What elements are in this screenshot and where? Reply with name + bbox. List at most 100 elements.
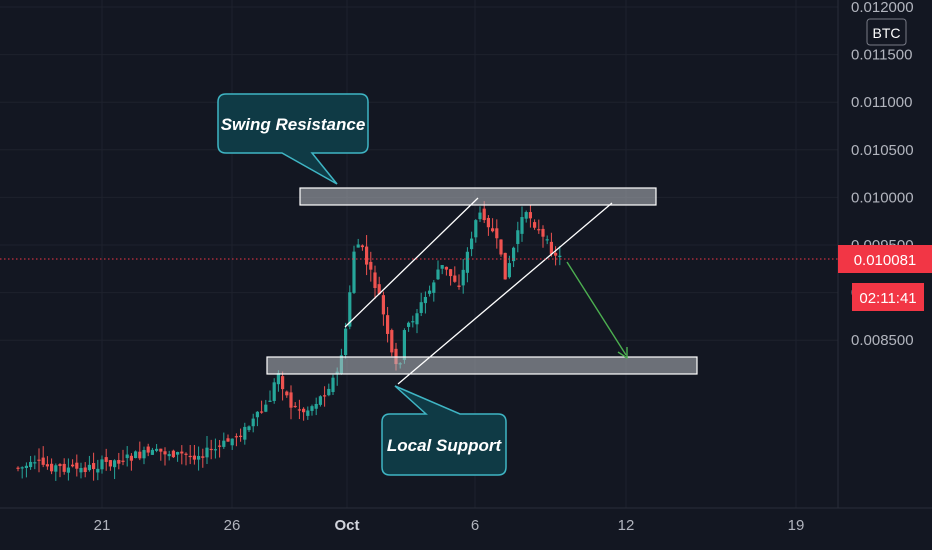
price-tick-label: 0.010500: [851, 142, 914, 159]
candle-body: [96, 468, 100, 473]
candle-body: [365, 246, 369, 265]
projection-arrow[interactable]: [566, 261, 627, 356]
candle-body: [150, 449, 154, 455]
time-tick-label: 26: [224, 517, 241, 534]
candle-body: [402, 330, 406, 360]
candle-body: [180, 451, 184, 454]
candle-body: [499, 239, 503, 255]
candle-body: [146, 446, 150, 453]
candle-body: [121, 460, 125, 462]
candle-body: [255, 411, 259, 418]
candle-body: [188, 455, 192, 458]
candle-body: [428, 290, 432, 294]
candle-body: [386, 315, 390, 334]
candle-body: [486, 217, 490, 228]
candle-body: [373, 272, 377, 289]
countdown-box: [852, 283, 924, 311]
candle-body: [75, 462, 79, 469]
candle-body: [470, 238, 474, 250]
candle-body: [369, 261, 373, 270]
candle-body: [155, 448, 159, 451]
candle-body: [537, 229, 541, 231]
candle-body: [465, 251, 469, 273]
candle-body: [268, 400, 272, 402]
candle-body: [113, 460, 117, 468]
candle-body: [281, 376, 285, 390]
currency-badge-box[interactable]: [866, 18, 907, 46]
candle-body: [16, 467, 20, 469]
candle-body: [331, 377, 335, 393]
resistance-zone[interactable]: [299, 187, 657, 206]
candle-body: [197, 455, 201, 460]
time-tick-label: 6: [471, 517, 479, 534]
candle-body: [528, 212, 532, 219]
candle-body: [264, 404, 268, 412]
candle-body: [344, 328, 348, 355]
price-tick-label: 0.010000: [851, 189, 914, 206]
candle-body: [360, 245, 364, 248]
time-tick-label: 12: [618, 517, 635, 534]
candle-body: [100, 459, 104, 470]
candle-body: [302, 408, 306, 413]
candle-body: [247, 426, 251, 431]
candle-body: [457, 285, 461, 287]
time-axis[interactable]: 21 26 Oct 6 12 19: [94, 517, 805, 534]
candle-body: [314, 403, 318, 409]
candle-body: [306, 410, 310, 416]
candle-body: [92, 463, 96, 470]
candle-body: [554, 252, 558, 256]
candle-body: [276, 373, 280, 385]
candle-body: [390, 330, 394, 353]
candle-body: [213, 449, 217, 451]
candle-body: [83, 467, 87, 472]
candle-body: [381, 295, 385, 315]
candle-body: [533, 222, 537, 228]
time-tick-label: 21: [94, 517, 111, 534]
candle-body: [138, 451, 142, 459]
candle-body: [230, 438, 234, 446]
candle-body: [444, 266, 448, 270]
candle-body: [377, 284, 381, 295]
projection-arrowhead: [617, 347, 628, 360]
candle-body: [167, 454, 171, 457]
candle-body: [226, 438, 230, 442]
candle-body: [482, 208, 486, 221]
candle-body: [163, 451, 167, 455]
candle-body: [20, 467, 24, 469]
candle-body: [37, 459, 41, 461]
candle-body: [192, 455, 196, 460]
candle-body: [260, 411, 264, 413]
resistance-callout[interactable]: [217, 93, 369, 185]
candle-body: [415, 313, 419, 325]
last-price-box: [838, 245, 932, 273]
price-tick-label: 0.008500: [851, 332, 914, 349]
candle-body: [58, 464, 62, 467]
candle-body: [297, 409, 301, 411]
support-zone[interactable]: [266, 356, 698, 375]
candle-body: [41, 457, 45, 465]
channel-upper-line[interactable]: [344, 197, 479, 328]
candle-body: [516, 230, 520, 244]
candle-body: [125, 454, 129, 459]
time-tick-label: 19: [788, 517, 805, 534]
candle-body: [209, 448, 213, 451]
candle-body: [184, 453, 188, 455]
support-callout[interactable]: [381, 385, 507, 476]
candle-body: [461, 269, 465, 286]
candle-body: [222, 440, 226, 447]
candle-body: [432, 282, 436, 293]
channel-lower-line[interactable]: [397, 202, 613, 385]
candle-body: [285, 391, 289, 396]
candle-body: [323, 395, 327, 397]
candle-body: [171, 450, 175, 458]
candle-body: [243, 426, 247, 440]
candle-body: [436, 269, 440, 280]
candle-body: [507, 263, 511, 278]
candle-body: [520, 217, 524, 234]
countdown-label: 02:11:41: [859, 290, 916, 307]
candle-body: [449, 269, 453, 277]
candle-body: [205, 447, 209, 458]
price-tick-label: 0.011500: [851, 47, 912, 64]
candle-body: [45, 464, 49, 467]
